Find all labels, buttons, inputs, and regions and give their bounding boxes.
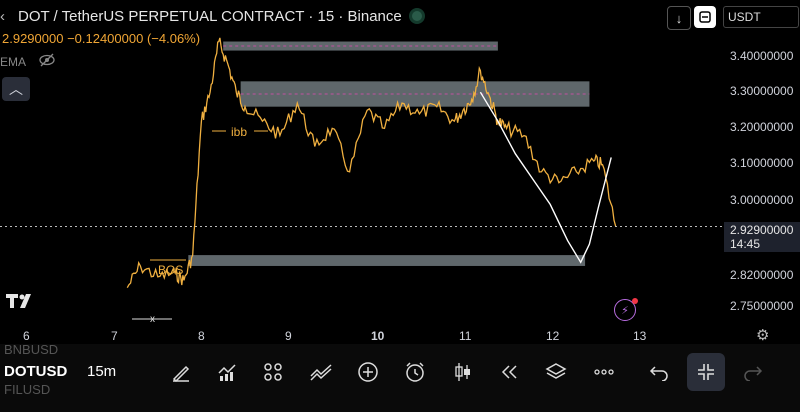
alert-dot-icon [632, 298, 638, 304]
ema-series-line [479, 91, 612, 264]
price-series-line [126, 37, 617, 288]
exit-fullscreen-button[interactable] [687, 353, 725, 391]
download-button[interactable]: ↓ [667, 6, 691, 30]
hide-eye-icon[interactable] [38, 53, 56, 70]
replay-rewind-icon[interactable] [494, 357, 524, 387]
active-symbol[interactable]: DOTUSD [4, 363, 68, 380]
bar-countdown: 14:45 [730, 237, 761, 251]
y-tick: 3.00000000 [730, 193, 794, 207]
chart-settings-gear-icon[interactable]: ⚙ [756, 327, 770, 344]
x-tick: 9 [285, 329, 292, 343]
flash-alert-icon[interactable]: ⚡ [614, 298, 638, 321]
y-tick: 3.30000000 [730, 84, 794, 98]
indicators-chart-icon[interactable] [212, 357, 242, 387]
x-annotation: x [132, 314, 172, 322]
price-change: 2.9290000 −0.12400000 (−4.06%) [2, 31, 201, 46]
tradingview-logo-icon [6, 292, 38, 315]
x-tick: 11 [459, 329, 472, 343]
add-plus-icon[interactable] [353, 357, 383, 387]
screenshot-button[interactable] [694, 6, 716, 28]
bos-label: BOS [158, 263, 183, 277]
undo-arrow-icon[interactable] [644, 357, 674, 387]
compare-lines-icon[interactable] [306, 357, 336, 387]
ibb-label: ibb [231, 125, 247, 139]
y-tick: 2.82000000 [730, 268, 794, 282]
collapse-arrows-icon [698, 364, 714, 380]
camera-frame-icon [699, 11, 711, 23]
draw-brush-icon[interactable] [166, 357, 196, 387]
candles-icon[interactable] [448, 357, 478, 387]
symbol-item[interactable]: FILUSD [4, 382, 51, 397]
x-tick: 7 [111, 329, 118, 343]
x-tick: 12 [546, 329, 560, 343]
interval-select[interactable]: 15m [87, 363, 117, 380]
ibb-annotation: ibb [212, 125, 268, 139]
x-tick: 13 [633, 329, 647, 343]
x-tick: 6 [23, 329, 30, 343]
indicator-row: EMA [0, 53, 56, 70]
symbol-list[interactable]: BNBUSD FILUSD [0, 344, 80, 412]
symbol-item[interactable]: BNBUSD [4, 344, 59, 357]
alarm-clock-icon[interactable] [400, 357, 430, 387]
chart-title[interactable]: DOT / TetherUS PERPETUAL CONTRACT · 15 ·… [18, 7, 402, 25]
back-chevron-icon[interactable]: ‹ [0, 7, 5, 25]
last-price-value: 2.92900000 [730, 223, 794, 237]
chart-title-row: ‹ DOT / TetherUS PERPETUAL CONTRACT · 15… [0, 6, 422, 26]
y-tick: 3.40000000 [730, 49, 794, 63]
redo-arrow-icon[interactable] [738, 357, 768, 387]
price-chart[interactable]: BOS ibb x [0, 0, 722, 322]
arrow-down-icon: ↓ [675, 10, 683, 26]
x-tick: 10 [371, 329, 385, 343]
layouts-grid-icon[interactable] [258, 357, 288, 387]
more-dots-icon[interactable] [589, 357, 619, 387]
layers-icon[interactable] [541, 357, 571, 387]
market-status-icon [411, 11, 422, 21]
chevron-up-icon: ︿ [9, 81, 23, 97]
x-tick: 8 [198, 329, 205, 343]
bos-annotation: BOS [150, 259, 186, 277]
y-tick: 3.20000000 [730, 120, 794, 134]
collapse-legend-button[interactable]: ︿ [2, 77, 30, 101]
currency-select[interactable]: USDT [723, 6, 799, 28]
y-tick: 2.75000000 [730, 299, 794, 313]
last-price-badge: 2.92900000 14:45 [724, 222, 800, 252]
x-label: x [150, 314, 155, 322]
supply-demand-zone[interactable] [223, 41, 498, 51]
y-tick: 3.10000000 [730, 156, 794, 170]
indicator-label[interactable]: EMA [0, 54, 27, 69]
supply-demand-zone[interactable] [188, 255, 586, 266]
